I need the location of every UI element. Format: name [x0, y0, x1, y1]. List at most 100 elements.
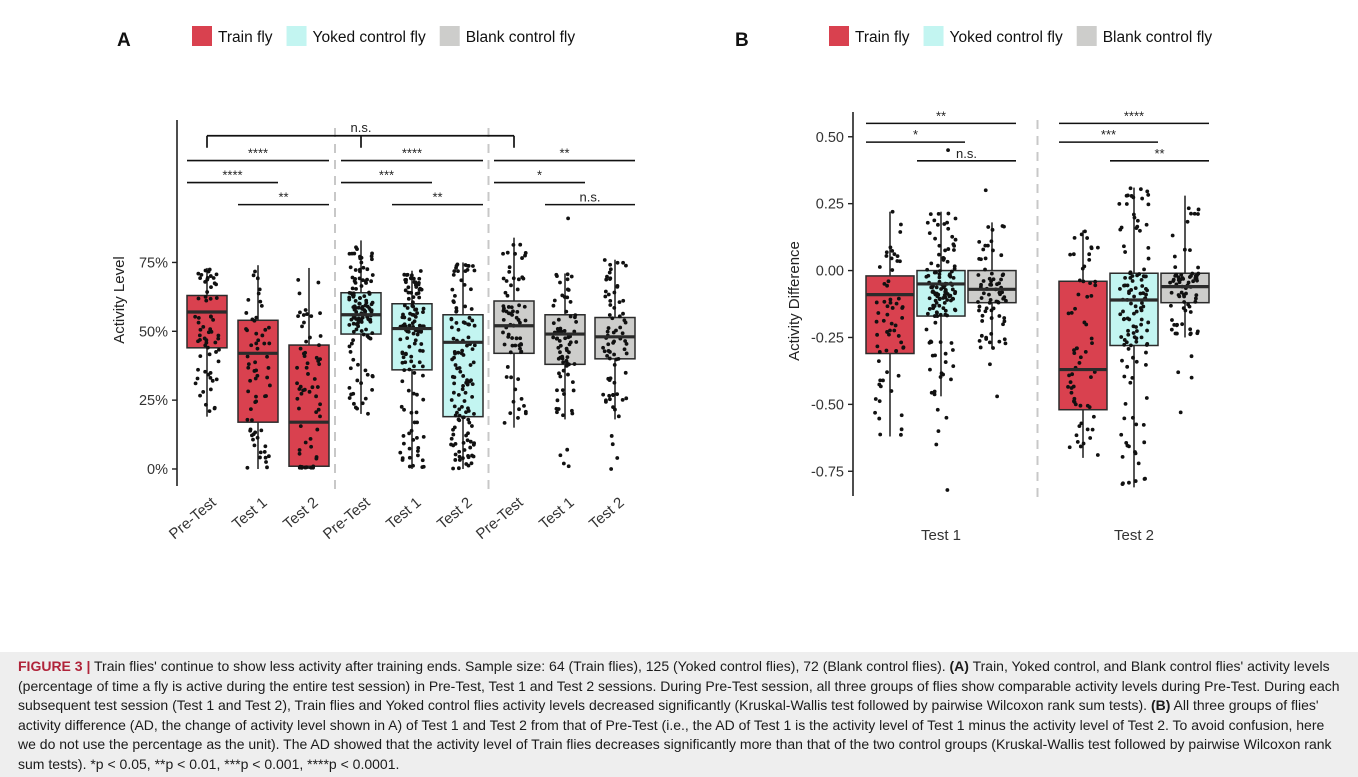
- data-point: [949, 269, 954, 274]
- data-point: [351, 357, 356, 362]
- data-point: [258, 299, 263, 304]
- data-point: [551, 303, 556, 308]
- data-point: [400, 458, 405, 462]
- data-point: [467, 420, 472, 425]
- data-point: [884, 254, 889, 258]
- data-point: [416, 291, 421, 296]
- data-point: [358, 296, 362, 300]
- data-point: [1142, 274, 1147, 279]
- data-point: [1135, 218, 1140, 223]
- data-point: [363, 368, 368, 373]
- data-point: [253, 430, 258, 435]
- caption-paragraph: FIGURE 3 | Train flies' continue to show…: [18, 657, 1340, 774]
- data-point: [607, 378, 612, 383]
- data-point: [517, 407, 521, 412]
- data-point: [1135, 329, 1139, 333]
- data-point: [1095, 453, 1100, 457]
- data-point: [981, 247, 986, 252]
- data-point: [518, 336, 523, 341]
- data-point: [367, 306, 372, 311]
- data-point: [203, 369, 208, 374]
- outlier-point: [565, 447, 570, 452]
- data-point: [572, 362, 577, 366]
- caption-part-a-text: Train, Yoked control, and Blank control …: [18, 658, 1340, 713]
- data-point: [1076, 292, 1081, 297]
- data-point: [999, 253, 1004, 258]
- data-point: [1123, 401, 1128, 406]
- data-point: [256, 291, 261, 296]
- data-point: [565, 295, 570, 300]
- y-tick-label: -0.25: [811, 330, 844, 346]
- data-point: [881, 378, 885, 383]
- data-point: [466, 335, 471, 340]
- data-point: [501, 304, 506, 309]
- data-point: [415, 311, 420, 315]
- data-point: [941, 306, 946, 311]
- data-point: [305, 312, 309, 316]
- data-point: [1122, 416, 1127, 421]
- data-point: [558, 350, 562, 355]
- data-point: [899, 413, 904, 418]
- data-point: [206, 330, 211, 335]
- data-point: [462, 283, 467, 287]
- data-point: [522, 304, 527, 309]
- data-point: [449, 325, 454, 330]
- data-point: [1189, 211, 1193, 216]
- data-point: [507, 269, 512, 274]
- data-point: [406, 388, 411, 393]
- data-point: [890, 306, 895, 310]
- data-point: [1184, 291, 1188, 296]
- data-point: [253, 376, 258, 381]
- data-point: [297, 451, 302, 456]
- data-point: [297, 387, 302, 391]
- data-point: [986, 225, 991, 229]
- significance-label: **: [278, 190, 288, 205]
- data-point: [943, 295, 948, 300]
- data-point: [877, 416, 882, 421]
- data-point: [1120, 358, 1124, 363]
- data-point: [989, 331, 994, 336]
- data-point: [411, 331, 416, 336]
- data-point: [953, 291, 957, 296]
- data-point: [357, 301, 362, 306]
- data-point: [1144, 222, 1149, 227]
- group-comparison-label: n.s.: [351, 120, 372, 135]
- x-tick-label: Test 1: [229, 494, 271, 533]
- data-point: [202, 336, 207, 341]
- data-point: [565, 287, 570, 292]
- data-point: [370, 300, 375, 305]
- data-point: [1085, 403, 1090, 408]
- x-tick-label: Test 2: [1114, 527, 1154, 544]
- data-point: [945, 220, 950, 225]
- data-point: [1179, 290, 1184, 295]
- data-point: [1003, 341, 1008, 346]
- data-point: [246, 297, 251, 302]
- data-point: [1145, 341, 1150, 346]
- data-point: [409, 359, 414, 364]
- data-point: [454, 321, 459, 325]
- data-point: [933, 320, 938, 325]
- legend-label-2: Blank control fly: [466, 29, 576, 46]
- data-point: [1088, 436, 1093, 440]
- data-point: [999, 277, 1003, 282]
- caption-part-b-label: (B): [1150, 697, 1171, 713]
- data-point: [402, 368, 407, 373]
- data-point: [608, 262, 613, 267]
- data-point: [611, 340, 616, 345]
- data-point: [210, 378, 215, 383]
- data-point: [899, 427, 904, 432]
- data-point: [1069, 390, 1074, 395]
- data-point: [623, 370, 628, 375]
- data-point: [420, 349, 425, 353]
- data-point: [624, 351, 629, 356]
- data-point: [306, 372, 310, 376]
- legend-label-2: Blank control fly: [1103, 29, 1213, 46]
- data-point: [470, 382, 475, 386]
- data-point: [938, 375, 943, 379]
- data-point: [501, 330, 505, 335]
- box-iqr: [237, 319, 279, 423]
- data-point: [931, 303, 936, 308]
- data-point: [409, 276, 413, 281]
- data-point: [508, 350, 513, 355]
- data-point: [250, 418, 254, 423]
